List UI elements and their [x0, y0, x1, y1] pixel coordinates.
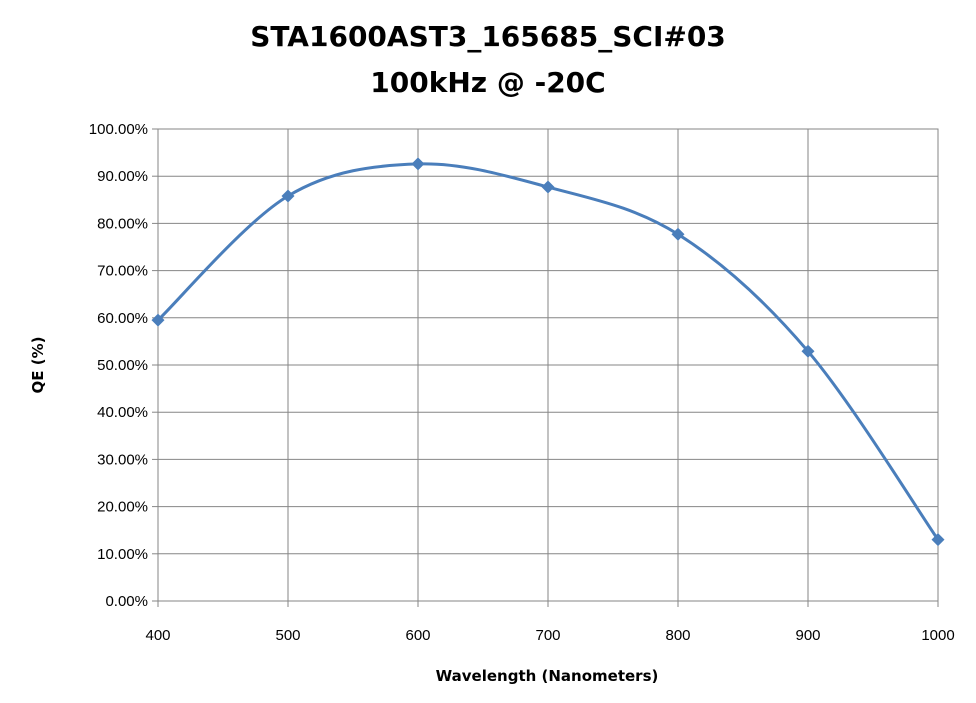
data-point-marker [151, 313, 165, 327]
x-tick-label: 1000 [921, 627, 954, 644]
y-axis-label: QE (%) [29, 337, 47, 394]
chart-subtitle: 100kHz @ -20C [370, 66, 605, 99]
y-tick-label: 50.00% [97, 357, 148, 374]
y-tick-label: 60.00% [97, 310, 148, 327]
chart-title: STA1600AST3_165685_SCI#03 [250, 20, 726, 53]
y-tick-label: 70.00% [97, 263, 148, 280]
y-tick-label: 0.00% [105, 593, 148, 610]
data-point-marker [801, 344, 815, 358]
data-point-marker [541, 180, 555, 194]
x-tick-label: 900 [795, 627, 820, 644]
x-tick-label: 600 [405, 627, 430, 644]
data-point-marker [671, 227, 685, 241]
x-tick-label: 700 [535, 627, 560, 644]
y-tick-label: 30.00% [97, 451, 148, 468]
data-point-marker [411, 157, 425, 171]
data-markers [151, 157, 945, 547]
data-point-marker [931, 533, 945, 547]
y-tick-label: 80.00% [97, 215, 148, 232]
x-tick-label: 400 [145, 627, 170, 644]
x-tick-labels: 400 500 600 700 800 900 1000 [145, 627, 954, 644]
y-tick-label: 90.00% [97, 168, 148, 185]
y-tick-label: 40.00% [97, 404, 148, 421]
y-tick-label: 10.00% [97, 546, 148, 563]
y-tick-labels: 0.00% 10.00% 20.00% 30.00% 40.00% 50.00% 60.00… [89, 121, 148, 610]
x-tick-label: 500 [275, 627, 300, 644]
y-tick-label: 100.00% [89, 121, 148, 138]
y-tick-label: 20.00% [97, 499, 148, 516]
x-tick-label: 800 [665, 627, 690, 644]
data-point-marker [281, 189, 295, 203]
plot-area [157, 128, 939, 602]
x-axis-label: Wavelength (Nanometers) [436, 667, 659, 685]
